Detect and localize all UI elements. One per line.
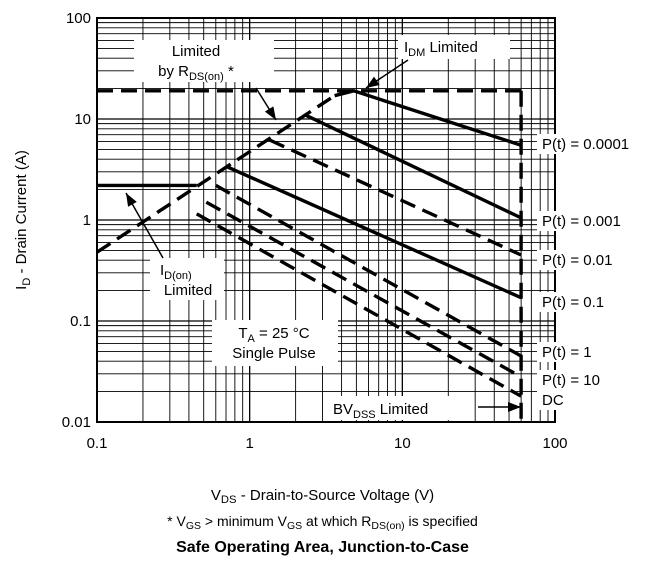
bv-label-box — [328, 396, 472, 420]
pt-label: P(t) = 10 — [542, 372, 600, 389]
pt-label-box — [537, 342, 645, 362]
pt-label: DC — [542, 392, 564, 409]
idon-label-line2: Limited — [164, 282, 212, 299]
soa-chart: 0.1 1 10 100 0.01 0.1 1 10 100 Limited by RDS(on)… — [13, 10, 645, 452]
pt-label: P(t) = 0.1 — [542, 294, 604, 311]
y-tick-label: 0.01 — [62, 414, 91, 431]
ta-label-line2: Single Pulse — [232, 345, 315, 362]
x-tick-label: 100 — [542, 435, 567, 452]
pt-label-box — [537, 134, 645, 154]
idm-label-box — [398, 35, 510, 59]
ta-label-line1: TA = 25 °C — [238, 325, 309, 345]
y-tick-label: 1 — [83, 212, 91, 229]
pt-label-box — [537, 292, 645, 312]
pt-label-box — [537, 250, 645, 270]
y-tick-label: 10 — [74, 111, 91, 128]
bv-arrow-head — [508, 402, 521, 412]
idm-arrow-head — [366, 76, 380, 88]
tick-labels: 0.1 1 10 100 0.01 0.1 1 10 100 — [62, 10, 568, 452]
rds-label-box — [134, 40, 274, 82]
pt-label-box — [537, 390, 645, 410]
pt-label-box — [537, 370, 645, 390]
x-tick-label: 10 — [394, 435, 411, 452]
bv-label: BVDSS Limited — [333, 401, 428, 421]
pt-label-box — [537, 211, 645, 231]
series-line — [195, 212, 522, 398]
series-lines — [96, 89, 523, 422]
idon-label-line1: ID(on) — [160, 262, 192, 282]
chart-title: Safe Operating Area, Junction-to-Case — [176, 539, 469, 556]
series-line — [304, 113, 522, 220]
pt-label: P(t) = 0.01 — [542, 252, 612, 269]
ta-label-box — [212, 320, 338, 366]
rds-label-line1: Limited — [172, 43, 220, 60]
rds-arrow-head — [264, 106, 276, 120]
pt-label: P(t) = 0.001 — [542, 213, 621, 230]
pt-label: P(t) = 0.0001 — [542, 136, 629, 153]
series-line — [214, 183, 522, 358]
x-axis-label: VDS - Drain-to-Source Voltage (V) — [210, 487, 435, 506]
footnote: * VGS > minimum VGS at which RDS(on) is … — [167, 513, 478, 532]
series-line — [334, 89, 522, 147]
x-tick-label: 1 — [245, 435, 253, 452]
rds-label-line2: by RDS(on) * — [158, 63, 234, 83]
pt-label: P(t) = 1 — [542, 344, 592, 361]
series-line — [268, 138, 522, 257]
series-line — [225, 164, 522, 300]
y-axis-label: ID - Drain Current (A) — [13, 150, 33, 290]
y-tick-label: 0.1 — [70, 313, 91, 330]
series-line — [205, 200, 522, 379]
idon-label-box — [150, 258, 224, 300]
idon-arrow-head — [126, 193, 137, 207]
y-tick-label: 100 — [66, 10, 91, 27]
idm-label: IDM Limited — [404, 39, 478, 59]
x-tick-label: 0.1 — [87, 435, 108, 452]
